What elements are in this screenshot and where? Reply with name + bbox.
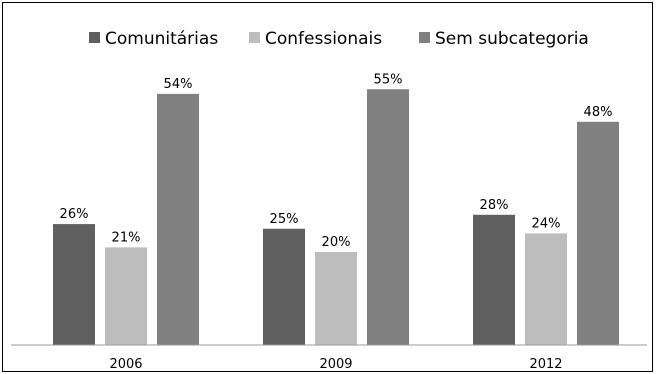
data-label-sem-subcategoria-2012: 48% xyxy=(584,105,613,120)
legend-swatch-comunitarias xyxy=(89,32,100,43)
data-label-confessionais-2012: 24% xyxy=(532,216,561,231)
legend-swatch-sem-subcategoria xyxy=(419,32,430,43)
data-label-comunitarias-2012: 28% xyxy=(480,198,509,213)
data-label-sem-subcategoria-2006: 54% xyxy=(164,77,193,92)
data-labels: 26% 21% 54% 25% 20% 55% 28% 24% 48% xyxy=(60,72,613,250)
data-label-sem-subcategoria-2009: 55% xyxy=(374,72,403,87)
legend-label-sem-subcategoria: Sem subcategoria xyxy=(435,29,589,49)
data-label-comunitarias-2009: 25% xyxy=(270,212,299,227)
x-tick-label-2006: 2006 xyxy=(109,357,142,372)
bar-sem-subcategoria-2012 xyxy=(577,121,619,345)
bar-confessionais-2009 xyxy=(315,252,357,345)
bar-comunitarias-2009 xyxy=(263,228,305,345)
bar-sem-subcategoria-2009 xyxy=(367,89,409,345)
legend-swatch-confessionais xyxy=(249,32,260,43)
bar-comunitarias-2012 xyxy=(473,214,515,345)
x-tick-label-2009: 2009 xyxy=(319,357,352,372)
data-label-confessionais-2009: 20% xyxy=(322,235,351,250)
x-axis-tick-labels: 2006 2009 2012 xyxy=(109,357,562,372)
x-tick-label-2012: 2012 xyxy=(529,357,562,372)
data-label-comunitarias-2006: 26% xyxy=(60,207,89,222)
legend: Comunitárias Confessionais Sem subcategori… xyxy=(89,29,589,49)
legend-label-comunitarias: Comunitárias xyxy=(105,29,218,49)
bar-confessionais-2006 xyxy=(105,247,147,345)
bar-confessionais-2012 xyxy=(525,233,567,345)
bar-comunitarias-2006 xyxy=(53,224,95,345)
bars xyxy=(53,89,619,346)
legend-label-confessionais: Confessionais xyxy=(265,29,382,49)
bar-sem-subcategoria-2006 xyxy=(157,93,199,346)
data-label-confessionais-2006: 21% xyxy=(112,230,141,245)
